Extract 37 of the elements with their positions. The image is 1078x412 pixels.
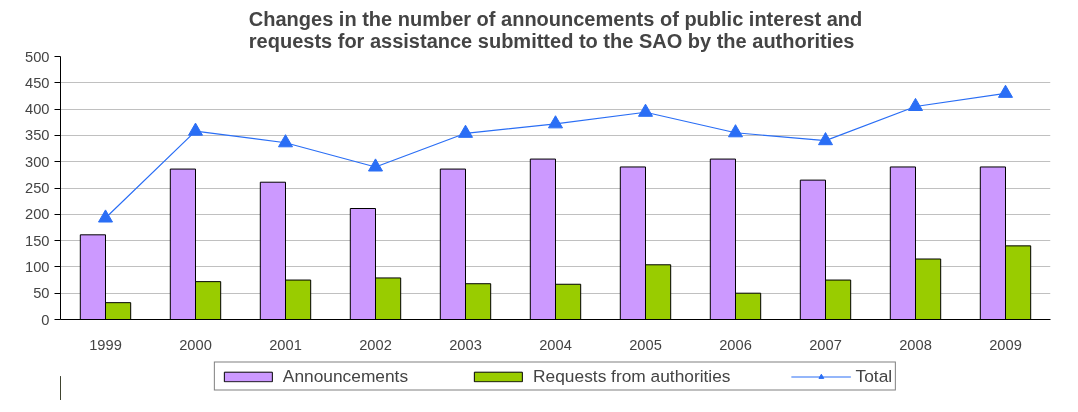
x-tick-label: 1999 [89,336,122,353]
x-tick-label: 2006 [719,336,752,353]
y-tick-label: 250 [25,180,50,196]
y-tick-label: 0 [41,311,50,328]
legend-label: Total [855,365,893,387]
x-tick-label: 2009 [989,336,1022,353]
point [278,134,293,148]
y-tick-label: 300 [25,153,50,170]
point [458,124,473,138]
x-tick-label: 2004 [539,336,572,353]
y-tick-label: 100 [25,258,50,275]
point [188,122,203,136]
x-tick-label: 2002 [359,336,392,353]
x-tick-label: 2008 [899,336,932,353]
legend-label: Requests from authorities [533,365,731,387]
y-tick-label: 500 [25,48,50,65]
x-tick-label: 2000 [179,336,212,353]
legend-label: Announcements [282,365,409,387]
point [818,132,833,146]
x-tick-label: 2001 [269,336,302,353]
y-tick-label: 350 [25,127,50,144]
x-tick-label: 2007 [809,336,842,353]
point [998,84,1013,98]
point [728,124,743,138]
chart-title: Changes in the number of announcements of public interest and requests for assistance submitted to the SAO by the authorities [248,7,863,52]
y-tick-label: 450 [25,74,50,91]
point [368,158,383,172]
x-tick-label: 2003 [449,336,482,353]
y-tick-label: 50 [33,285,50,302]
y-tick-label: 150 [25,232,50,249]
y-tick-label: 200 [25,206,50,223]
point [908,97,923,112]
point [98,209,113,223]
point [638,103,653,117]
y-tick-label: 400 [25,101,50,118]
point [548,115,563,129]
x-tick-label: 2005 [629,336,662,353]
